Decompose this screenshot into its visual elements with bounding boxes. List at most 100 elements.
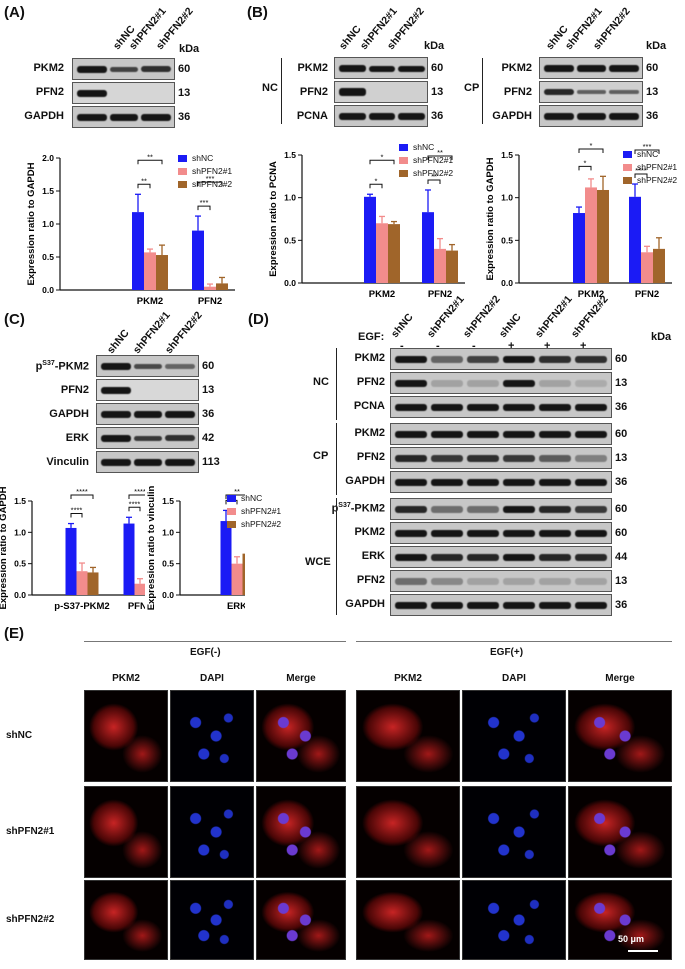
y-axis-title: Expression ratio to GAPDH — [26, 162, 37, 285]
row-label: GAPDH — [345, 475, 385, 487]
row-label: PKM2 — [501, 62, 532, 74]
micrograph-image — [462, 690, 566, 782]
micrograph-column-label: Merge — [286, 673, 316, 684]
mw-label: 13 — [615, 452, 628, 464]
y-tick-label: 0.5 — [284, 235, 296, 245]
significance-label: **** — [71, 506, 83, 515]
significance-bracket — [427, 179, 441, 184]
fraction-label: NC — [313, 376, 329, 388]
micrograph-row-label: shNC — [6, 730, 33, 741]
row-label: PFN2 — [356, 451, 385, 463]
significance-label: ** — [141, 176, 147, 185]
row-label: PFN2 — [60, 384, 89, 396]
bar — [220, 521, 232, 595]
blot-strip — [390, 594, 612, 616]
x-tick-label: PFN2 — [128, 601, 145, 612]
y-tick-label: 0.5 — [42, 252, 54, 262]
y-tick-label: 0.5 — [14, 559, 26, 569]
row-label: PFN2 — [35, 86, 64, 98]
x-tick-label: ERK — [227, 601, 245, 612]
x-tick-label: PKM2 — [137, 296, 163, 307]
mw-label: 36 — [615, 599, 628, 611]
blot-strip — [96, 379, 199, 401]
y-tick-label: 1.0 — [162, 527, 174, 537]
row-label: ERK — [65, 432, 89, 444]
micrograph-image — [256, 880, 346, 960]
micrograph-column-label: DAPI — [200, 673, 224, 684]
row-label: PFN2 — [503, 86, 532, 98]
significance-bracket — [369, 183, 383, 189]
row-label: GAPDH — [49, 408, 89, 420]
micrograph-image — [170, 690, 254, 782]
micrograph-image — [84, 786, 168, 878]
blot-strip — [334, 81, 428, 103]
bar-chart-b-cytoplasm: 0.0 0.5 1.0 1.5 Expression ratio to GAPDH PKM… — [485, 141, 672, 300]
kda-label: kDa — [424, 40, 445, 52]
lane-label: shNC — [496, 311, 524, 340]
blot-strip — [96, 355, 199, 377]
mw-label: 13 — [615, 575, 628, 587]
significance-label: * — [590, 141, 593, 150]
micrograph-image — [170, 786, 254, 878]
micrograph-column-label: PKM2 — [112, 673, 140, 684]
significance-label: **** — [134, 487, 145, 496]
micrograph-image — [568, 690, 672, 782]
significance-bracket — [137, 183, 151, 189]
y-axis-title: Expression ratio to PCNA — [268, 161, 279, 277]
kda-label: kDa — [651, 331, 672, 343]
y-tick-label: 2.0 — [42, 153, 54, 163]
row-label: Vinculin — [46, 456, 89, 468]
significance-bracket — [128, 494, 145, 499]
bracket — [281, 58, 282, 124]
y-tick-label: 0.0 — [42, 285, 54, 295]
bar — [653, 248, 665, 283]
blot-strip — [96, 451, 199, 473]
blot-strip — [390, 447, 612, 469]
y-tick-label: 1.5 — [162, 496, 174, 506]
bar — [216, 283, 228, 290]
micrograph-column-label: PKM2 — [394, 673, 422, 684]
blot-strip — [539, 105, 643, 127]
blot-strip — [96, 427, 199, 449]
row-label: GAPDH — [24, 110, 64, 122]
row-label: pS37-PKM2 — [35, 360, 89, 373]
blot-strip — [390, 471, 612, 493]
y-tick-label: 1.0 — [14, 527, 26, 537]
bar — [422, 212, 434, 283]
mw-label: 113 — [202, 456, 220, 468]
y-tick-label: 0.5 — [501, 235, 513, 245]
blot-strip — [390, 546, 612, 568]
bar — [242, 553, 245, 595]
micrograph-image — [356, 786, 460, 878]
y-tick-label: 0.0 — [162, 590, 174, 600]
egf-plus-label: EGF(+) — [490, 647, 524, 658]
blot-strip — [390, 570, 612, 592]
mw-label: 60 — [202, 360, 215, 372]
micrograph-image — [568, 880, 672, 960]
egf-sign: + — [508, 340, 515, 352]
blot-strip — [334, 105, 428, 127]
blot-strip — [390, 498, 612, 520]
significance-bracket — [578, 148, 604, 153]
legend-b-nuclear: shNC shPFN2#1 shPFN2#2 — [399, 141, 453, 180]
egf-sign: - — [436, 340, 440, 352]
bar — [629, 196, 641, 283]
kda-label: kDa — [179, 43, 200, 55]
bar — [65, 527, 77, 595]
blot-strip — [72, 58, 175, 80]
x-tick-label: PFN2 — [428, 289, 452, 300]
mw-label: 42 — [202, 432, 215, 444]
blot-strip — [390, 423, 612, 445]
significance-bracket — [427, 155, 453, 160]
significance-bracket — [197, 205, 211, 211]
blot-strip — [390, 372, 612, 394]
micrograph-row-label: shPFN2#1 — [6, 826, 55, 837]
significance-label: **** — [635, 166, 647, 175]
mw-label: 60 — [431, 62, 444, 74]
significance-bracket — [197, 181, 223, 187]
y-tick-label: 1.0 — [284, 193, 296, 203]
micrograph-column-label: DAPI — [502, 673, 526, 684]
significance-label: **** — [129, 499, 141, 508]
row-label: GAPDH — [492, 110, 532, 122]
significance-label: ** — [234, 487, 240, 496]
